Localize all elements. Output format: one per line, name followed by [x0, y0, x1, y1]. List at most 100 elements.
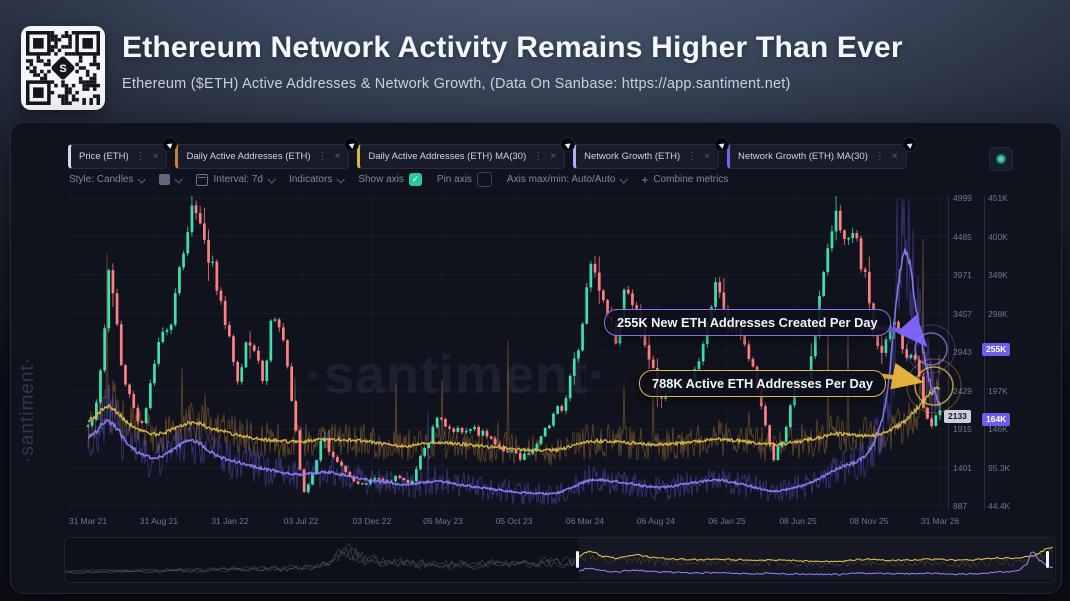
close-icon[interactable]: ×	[704, 150, 711, 162]
kebab-menu-icon[interactable]: ⋮	[135, 150, 146, 162]
chart-panel: Price (ETH) ⋮ × Daily Active Addresses (ETH…	[10, 122, 1062, 594]
axis-toggle-dot-icon[interactable]	[560, 137, 576, 152]
price-tick: 2943	[953, 347, 972, 357]
kebab-menu-icon[interactable]: ⋮	[533, 150, 544, 162]
price-tick: 4999	[953, 193, 972, 203]
price-tick: 3457	[953, 308, 972, 319]
interval-label: Interval: 7d	[213, 174, 263, 185]
kebab-menu-icon[interactable]: ⋮	[687, 150, 698, 162]
axis-maxmin-dropdown[interactable]: Axis max/min: Auto/Auto	[506, 174, 629, 185]
chevron-down-icon	[336, 174, 346, 184]
indicators-label: Indicators	[288, 174, 333, 185]
minimap-chart	[64, 538, 1054, 580]
growth-tick: 451K	[988, 193, 1008, 203]
close-icon[interactable]: ×	[152, 150, 159, 162]
minimap-left-handle[interactable]	[576, 551, 579, 568]
plus-icon: +	[641, 172, 649, 187]
axis-maxmin-label: Axis max/min: Auto/Auto	[506, 174, 616, 185]
x-axis-label: 31 Jan 22	[211, 516, 249, 526]
checkbox-empty-icon[interactable]	[476, 172, 492, 187]
price-tick: 1915	[953, 424, 972, 434]
price-tick: 2429	[953, 385, 972, 396]
kebab-menu-icon[interactable]: ⋮	[317, 150, 328, 162]
watermark-center: ·santiment·	[304, 345, 608, 405]
price-tick: 1401	[953, 462, 972, 473]
callout-new-addresses-text: 255K New ETH Addresses Created Per Day	[617, 315, 878, 330]
growth-tick: 146K	[988, 424, 1008, 434]
watermark-side: ·santiment·	[17, 356, 38, 463]
tab-daily-active-addresses-eth-ma-30-[interactable]: Daily Active Addresses (ETH) MA(30) ⋮ ×	[357, 137, 576, 169]
axis-toggle-dot-icon[interactable]	[714, 137, 730, 152]
plot-area[interactable]	[66, 196, 948, 510]
tab-daily-active-addresses-eth-[interactable]: Daily Active Addresses (ETH) ⋮ ×	[175, 137, 360, 169]
chevron-down-icon	[174, 174, 184, 184]
tab-network-growth-eth-ma-30-[interactable]: Network Growth (ETH) MA(30) ⋮ ×	[727, 137, 917, 169]
qr-pattern-icon: S	[26, 31, 100, 105]
santiment-qr-code: S	[21, 26, 105, 110]
growth-tick: 95.3K	[988, 462, 1011, 473]
combine-metrics-label: Combine metrics	[653, 174, 729, 185]
tab-network-growth-eth-[interactable]: Network Growth (ETH) ⋮ ×	[573, 137, 730, 169]
header-titles: Ethereum Network Activity Remains Higher…	[122, 31, 903, 92]
growth-tick: 44.4K	[988, 501, 1011, 511]
x-axis-label: 03 Jul 22	[283, 516, 319, 526]
kebab-menu-icon[interactable]: ⋮	[874, 150, 885, 162]
indicators-dropdown[interactable]: Indicators	[288, 174, 346, 185]
tab-label: Daily Active Addresses (ETH)	[186, 151, 311, 162]
x-axis-label: 05 May 23	[423, 516, 463, 526]
glow-dot-icon	[996, 154, 1006, 164]
close-icon[interactable]: ×	[334, 150, 341, 162]
svg-text:S: S	[59, 63, 66, 75]
price-tick: 4485	[953, 231, 972, 242]
tab-price-eth-[interactable]: Price (ETH) ⋮ ×	[68, 137, 178, 169]
chevron-down-icon	[137, 174, 147, 184]
show-axis-label: Show axis	[358, 174, 404, 185]
minimap-right-handle[interactable]	[1046, 551, 1049, 568]
show-axis-toggle[interactable]: Show axis ✓	[358, 173, 422, 186]
x-axis-label: 31 Mar 21	[68, 516, 108, 526]
price-tick: 3971	[953, 270, 972, 280]
growth-current-badge: 164K	[982, 413, 1011, 426]
close-icon[interactable]: ×	[891, 150, 898, 162]
style-label: Style: Candles	[69, 174, 134, 185]
axis-toggle-dot-icon[interactable]	[344, 137, 360, 152]
series-color-swatch[interactable]	[159, 174, 184, 185]
growth-tick: 197K	[988, 385, 1008, 396]
chevron-down-icon	[619, 174, 629, 184]
style-dropdown[interactable]: Style: Candles	[69, 174, 147, 185]
axis-toggle-dot-icon[interactable]	[162, 137, 178, 152]
interval-dropdown[interactable]: Interval: 7d	[196, 173, 276, 186]
price-axis-line	[948, 196, 949, 510]
page-subtitle: Ethereum ($ETH) Active Addresses & Netwo…	[122, 76, 791, 92]
color-swatch-icon	[159, 174, 171, 185]
checkbox-checked-icon[interactable]: ✓	[408, 173, 422, 186]
price-activity-chart[interactable]	[66, 196, 948, 510]
pin-axis-toggle[interactable]: Pin axis	[437, 172, 492, 187]
x-axis-label: 31 Aug 21	[139, 516, 179, 526]
growth-tick: 298K	[988, 308, 1008, 319]
callout-new-addresses: 255K New ETH Addresses Created Per Day	[604, 309, 891, 336]
expand-button[interactable]	[989, 147, 1013, 171]
axis-toggle-dot-icon[interactable]	[901, 137, 917, 152]
tab-label: Network Growth (ETH)	[584, 151, 681, 162]
x-axis-label: 05 Oct 23	[495, 516, 533, 526]
callout-active-addresses: 788K Active ETH Addresses Per Day	[639, 370, 886, 397]
header: S Ethereum Network Activity Remains High…	[0, 0, 1070, 118]
pin-axis-label: Pin axis	[436, 174, 472, 185]
combine-metrics-button[interactable]: + Combine metrics	[641, 173, 728, 187]
timeline-minimap[interactable]	[64, 537, 1056, 583]
tab-label: Price (ETH)	[79, 151, 129, 162]
close-icon[interactable]: ×	[550, 150, 557, 162]
x-axis-label: 08 Nov 25	[849, 516, 889, 526]
price-tick: 887	[953, 501, 968, 511]
x-axis-label: 06 Mar 24	[565, 516, 605, 526]
tab-label: Daily Active Addresses (ETH) MA(30)	[368, 151, 527, 162]
tab-label: Network Growth (ETH) MA(30)	[738, 151, 868, 162]
page-title: Ethereum Network Activity Remains Higher…	[122, 31, 903, 64]
x-axis-label: 31 Mar 26	[920, 516, 960, 526]
x-axis-label: 06 Jan 25	[708, 516, 746, 526]
callout-active-addresses-text: 788K Active ETH Addresses Per Day	[652, 376, 873, 391]
x-axis-label: 03 Dec 22	[352, 516, 392, 526]
growth-tick: 400K	[988, 231, 1008, 242]
